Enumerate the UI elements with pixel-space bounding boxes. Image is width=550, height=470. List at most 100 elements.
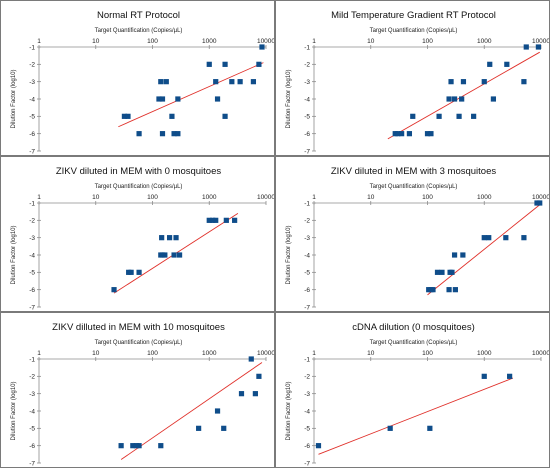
y-tick-label: -7 xyxy=(29,460,35,467)
y-tick-label: -6 xyxy=(29,131,35,138)
x-tick-label: 100 xyxy=(147,194,158,201)
chart-panel-3: ZIKV diluted in MEM with 0 mosquitoes Tar… xyxy=(0,156,275,312)
data-point xyxy=(434,269,441,275)
data-point xyxy=(252,391,258,397)
chart-svg: Mild Temperature Gradient RT Protocol Tar… xyxy=(286,10,550,155)
y-tick-label: -2 xyxy=(304,62,310,69)
y-tick-label: -2 xyxy=(304,218,310,225)
data-point xyxy=(136,131,142,137)
data-point xyxy=(175,131,181,137)
data-point xyxy=(221,425,227,431)
data-point xyxy=(534,200,540,206)
data-point xyxy=(232,217,238,223)
data-point xyxy=(173,235,179,241)
chart-svg: ZIKV diluted in MEM with 0 mosquitoes Tar… xyxy=(11,166,274,311)
x-tick-label: 1 xyxy=(37,350,41,357)
chart-title: cDNA dilution (0 mosquitoes) xyxy=(352,322,475,333)
data-point xyxy=(196,425,202,431)
y-tick-label: -7 xyxy=(29,148,35,155)
data-point xyxy=(387,425,393,431)
y-tick-label: -7 xyxy=(304,148,310,155)
data-point xyxy=(175,96,181,102)
trendline xyxy=(318,377,514,455)
chart-svg: ZIKV diluted in MEM with 3 mosquitoes Tar… xyxy=(286,166,550,311)
data-point xyxy=(521,79,527,85)
y-tick-label: -4 xyxy=(304,252,310,259)
y-tick-label: -3 xyxy=(29,235,35,242)
data-point xyxy=(424,131,431,137)
data-point xyxy=(125,113,131,119)
data-point xyxy=(229,79,235,85)
x-tick-label: 100 xyxy=(422,194,433,201)
x-axis-title: Target Quantification (Copies/µL) xyxy=(370,28,458,34)
x-axis-title: Target Quantification (Copies/µL) xyxy=(95,184,183,190)
data-point xyxy=(214,408,221,414)
data-point xyxy=(459,96,465,102)
y-axis-title: Dilution Factor (log10) xyxy=(286,225,292,284)
data-point xyxy=(223,217,229,223)
x-tick-label: 1000 xyxy=(477,194,492,201)
y-tick-label: -7 xyxy=(304,304,310,311)
y-axis-title: Dilution Factor (log10) xyxy=(286,381,292,440)
x-tick-label: 100 xyxy=(422,350,433,357)
data-point xyxy=(439,269,445,275)
data-point xyxy=(460,79,467,85)
data-point xyxy=(456,113,462,119)
data-point xyxy=(452,287,458,293)
data-point xyxy=(448,79,454,85)
data-point xyxy=(535,44,542,50)
y-tick-label: -6 xyxy=(29,443,35,450)
data-point xyxy=(451,96,458,102)
data-point xyxy=(163,79,169,85)
y-tick-label: -6 xyxy=(304,131,310,138)
data-point xyxy=(395,131,401,137)
y-tick-label: -1 xyxy=(304,44,310,51)
y-tick-label: -3 xyxy=(304,79,310,86)
data-point xyxy=(399,131,405,137)
data-point xyxy=(406,131,413,137)
x-tick-label: 10 xyxy=(92,350,100,357)
chart-svg: Normal RT Protocol Target Quantification … xyxy=(11,10,274,155)
data-point xyxy=(166,235,173,241)
x-tick-label: 10000 xyxy=(532,350,550,357)
y-tick-label: -4 xyxy=(29,252,35,259)
data-point xyxy=(430,287,436,293)
data-point xyxy=(222,113,228,119)
x-tick-label: 1 xyxy=(312,350,316,357)
data-point xyxy=(111,287,117,293)
x-tick-label: 100 xyxy=(147,38,158,45)
y-tick-label: -5 xyxy=(304,270,310,277)
data-point xyxy=(451,252,458,258)
y-tick-label: -5 xyxy=(29,426,35,433)
x-tick-label: 10 xyxy=(367,38,375,45)
chart-panel-2: Mild Temperature Gradient RT Protocol Tar… xyxy=(275,0,550,156)
y-axis-title: Dilution Factor (log10) xyxy=(11,381,17,440)
chart-panel-1: Normal RT Protocol Target Quantification … xyxy=(0,0,275,156)
data-point xyxy=(171,252,177,258)
data-point xyxy=(436,113,442,119)
y-tick-label: -3 xyxy=(29,79,35,86)
x-axis-title: Target Quantification (Copies/µL) xyxy=(95,28,183,34)
trendline xyxy=(387,51,540,140)
x-tick-label: 1 xyxy=(312,194,316,201)
x-tick-label: 10000 xyxy=(532,38,550,45)
data-point xyxy=(159,96,166,102)
data-point xyxy=(248,356,254,362)
y-tick-label: -2 xyxy=(29,62,35,69)
y-tick-label: -4 xyxy=(304,96,310,103)
chart-title: ZIKV diluted in MEM with 3 mosquitoes xyxy=(331,166,497,177)
data-point xyxy=(176,252,183,258)
data-point xyxy=(130,443,136,449)
data-point xyxy=(222,61,228,67)
x-tick-label: 10000 xyxy=(532,194,550,201)
data-point xyxy=(136,443,142,449)
data-point xyxy=(315,443,322,449)
data-point xyxy=(490,96,497,102)
data-point xyxy=(159,131,166,137)
data-point xyxy=(158,443,164,449)
data-point xyxy=(238,391,245,397)
x-tick-label: 10 xyxy=(367,194,375,201)
data-point xyxy=(118,443,124,449)
x-tick-label: 1 xyxy=(37,38,41,45)
